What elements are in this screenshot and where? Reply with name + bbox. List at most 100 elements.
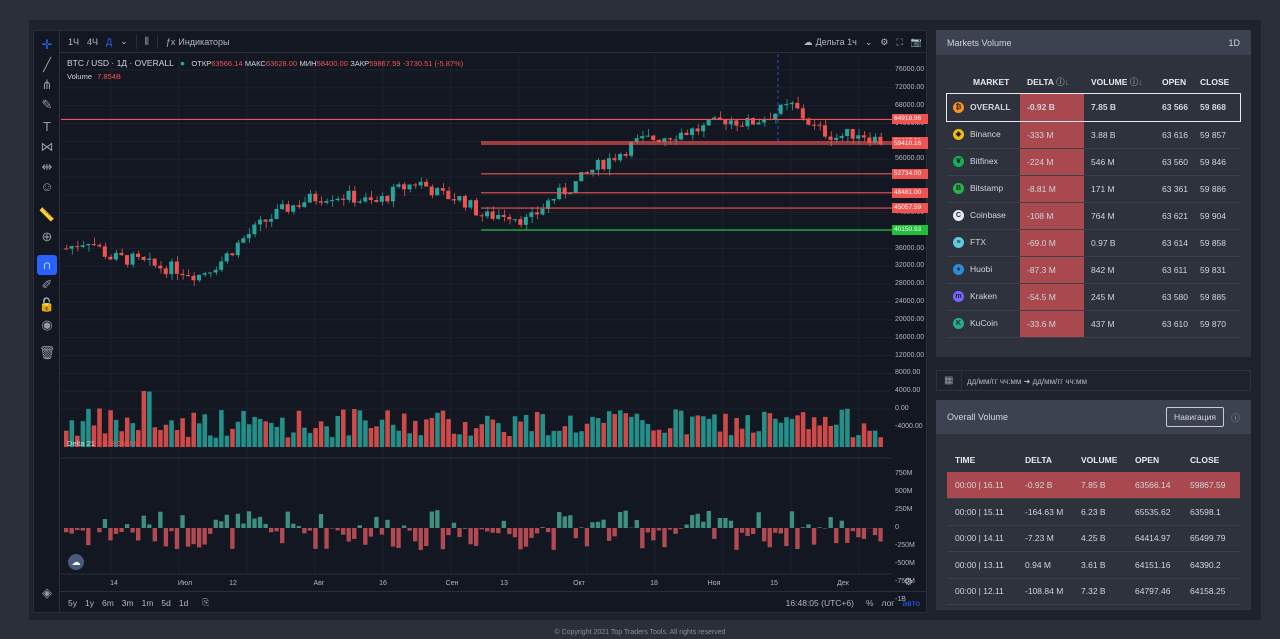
percent-toggle[interactable]: % (865, 597, 874, 608)
price-tick: 12000.00 (895, 351, 925, 359)
emoji-icon[interactable]: ☺ (40, 179, 54, 194)
col-market[interactable]: MARKET (973, 77, 1010, 87)
col-open[interactable]: OPEN (1135, 455, 1160, 465)
col-open[interactable]: OPEN (1162, 77, 1187, 87)
range-1d[interactable]: 1d (178, 597, 189, 608)
axis-settings-icon[interactable]: ⚙ (904, 577, 913, 588)
help-icon: ⓘ↓ (1056, 77, 1069, 87)
market-row[interactable]: ≡ FTX -69.0 M 0.97 B 63 614 59 858 (947, 229, 1240, 257)
exchange-logo-icon: B (953, 183, 964, 195)
volume-cell: 546 M (1084, 148, 1157, 176)
eye-icon[interactable]: ◉ (41, 317, 53, 332)
help-icon: ⓘ↓ (1129, 77, 1143, 87)
delta-tick: -1B (895, 596, 906, 603)
status-dot-icon: ● (179, 58, 186, 68)
fullscreen-icon[interactable]: ⛶ (896, 36, 903, 47)
pattern-icon[interactable]: ⋈ (40, 139, 54, 154)
period-badge[interactable]: 1D (1228, 37, 1240, 48)
ruler-icon[interactable]: 📏 (38, 207, 56, 222)
open-cell: 63 560 (1157, 148, 1198, 176)
time-tick: 13 (500, 580, 508, 587)
overall-row[interactable]: 00:00 | 15.11 -164.63 M 6.23 B 65535.62 6359… (947, 498, 1240, 526)
text-icon[interactable]: T (43, 119, 51, 134)
market-cell: B Bitstamp (947, 175, 1020, 203)
delta-cell: 0.94 M (1018, 551, 1075, 579)
indicators-button[interactable]: Индикаторы (178, 36, 230, 47)
camera-icon[interactable]: 📷 (910, 36, 922, 47)
goto-date-icon[interactable]: ⎘ (202, 597, 210, 607)
delta-select[interactable]: Дельта 1ч (815, 37, 857, 47)
lock-icon[interactable]: 🔓 (38, 297, 56, 312)
col-volume[interactable]: VOLUME (1081, 455, 1118, 465)
range-6m[interactable]: 6m (101, 597, 114, 608)
market-row[interactable]: K KuCoin -33.6 M 437 M 63 610 59 870 (947, 310, 1240, 338)
pitchfork-icon[interactable]: ⋔ (41, 77, 53, 92)
overall-row[interactable]: 00:00 | 14.11 -7.23 M 4.25 B 64414.97 65499.… (947, 525, 1240, 552)
zoom-icon[interactable]: ⊕ (41, 229, 53, 244)
candles-icon[interactable]: ⫼ (144, 36, 149, 46)
price-level-label: 40150.93 (892, 224, 928, 235)
crosshair-icon[interactable]: ✛ (41, 37, 53, 52)
col-close[interactable]: CLOSE (1200, 77, 1230, 87)
interval-1h[interactable]: 1Ч (68, 36, 80, 47)
market-row[interactable]: ♦ Huobi -87.3 M 842 M 63 611 59 831 (947, 256, 1240, 284)
market-row[interactable]: C Coinbase -108 M 764 M 63 621 59 904 (947, 202, 1240, 230)
time-tick: Дек (837, 580, 850, 587)
market-row[interactable]: ❦ Bitfinex -224 M 546 M 63 560 59 846 (947, 148, 1240, 176)
indicators-icon[interactable]: ƒx (165, 36, 176, 47)
price-tick: 8000.00 (895, 369, 921, 377)
navigation-button[interactable]: Навигация (1165, 407, 1224, 427)
brush-icon[interactable]: ✎ (41, 97, 53, 112)
log-toggle[interactable]: лог (881, 597, 895, 608)
col-delta[interactable]: DELTA (1025, 455, 1053, 465)
open-cell: 63 610 (1157, 310, 1198, 338)
close-cell: 59867.59 (1184, 472, 1240, 499)
delta-cell: -164.63 M (1018, 498, 1075, 526)
range-1y[interactable]: 1y (84, 597, 94, 608)
interval-4h[interactable]: 4Ч (87, 36, 99, 47)
settings-icon[interactable]: ⚙ (880, 36, 889, 47)
market-row[interactable]: ◆ Binance -333 M 3.88 B 63 616 59 857 (947, 121, 1240, 149)
market-row[interactable]: ₿ OVERALL -0.92 B 7.85 B 63 566 59 868 (946, 93, 1241, 122)
interval-1d[interactable]: Д (106, 36, 113, 47)
calendar-icon[interactable]: ▦ (944, 375, 954, 386)
range-1m[interactable]: 1m (141, 597, 154, 608)
magnet-icon[interactable]: ∩ (37, 255, 57, 275)
time-tick: 12 (229, 580, 237, 587)
lock-drawings-icon[interactable]: ✐ (41, 277, 53, 292)
range-3m[interactable]: 3m (121, 597, 134, 608)
price-chart-canvas[interactable]: 14 Июл 12 Авг 16 Сен 13 Окт 18 Ноя 15 Дек (61, 54, 892, 589)
col-volume[interactable]: VOLUME ⓘ↓ (1091, 77, 1143, 87)
high-label: МАКС (244, 59, 266, 68)
range-5d[interactable]: 5d (161, 597, 171, 608)
col-time[interactable]: TIME (955, 455, 976, 465)
date-range-input[interactable]: дд/мм/гг чч:мм ➜ дд/мм/гг чч:мм (967, 377, 1087, 386)
overall-row[interactable]: 00:00 | 12.11 -108.84 M 7.32 B 64797.46 6415… (947, 578, 1240, 605)
chevron-down-icon[interactable]: ⌄ (864, 36, 873, 47)
exchange-logo-icon: ❦ (953, 156, 964, 168)
col-close[interactable]: CLOSE (1190, 455, 1220, 465)
time-cell: 00:00 | 15.11 (947, 498, 1018, 526)
close-cell: 65499.79 (1184, 525, 1240, 552)
range-5y[interactable]: 5y (68, 597, 77, 608)
trash-icon[interactable]: 🗑 (38, 345, 56, 360)
market-row[interactable]: m Kraken -54.5 M 245 M 63 580 59 885 (947, 283, 1240, 311)
measure-icon[interactable]: ⇹ (41, 159, 53, 174)
overall-row[interactable]: 00:00 | 16.11 -0.92 B 7.85 B 63566.14 59867.… (947, 472, 1240, 499)
delta-cell: -8.81 M (1020, 175, 1084, 203)
col-delta[interactable]: DELTA ⓘ↓ (1027, 77, 1069, 87)
volume-cell: 3.88 B (1084, 121, 1157, 149)
drawing-toolbar: ✛ ╱ ⋔ ✎ T ⋈ ⇹ ☺ 📏 ⊕ ∩ ✐ 🔓 ◉ 🗑 ◈ (34, 31, 60, 612)
layers-icon[interactable]: ◈ (42, 585, 52, 600)
price-axis[interactable]: 76000.0072000.0068000.0064000.0060000.00… (892, 54, 928, 603)
trendline-icon[interactable]: ╱ (43, 57, 51, 72)
help-icon[interactable]: ⓘ (1230, 412, 1240, 423)
close-cell: 59 857 (1198, 121, 1240, 149)
symbol-title[interactable]: BTC / USD · 1Д · OVERALL (67, 58, 174, 68)
exchange-logo-icon: ◆ (953, 129, 964, 141)
auto-toggle[interactable]: авто (902, 597, 920, 608)
market-row[interactable]: B Bitstamp -8.81 M 171 M 63 361 59 886 (947, 175, 1240, 203)
chevron-down-icon[interactable]: ⌄ (120, 36, 128, 46)
overall-row[interactable]: 00:00 | 13.11 0.94 M 3.61 B 64151.16 64390.2 (947, 551, 1240, 579)
delta-tick: 500M (895, 488, 913, 495)
